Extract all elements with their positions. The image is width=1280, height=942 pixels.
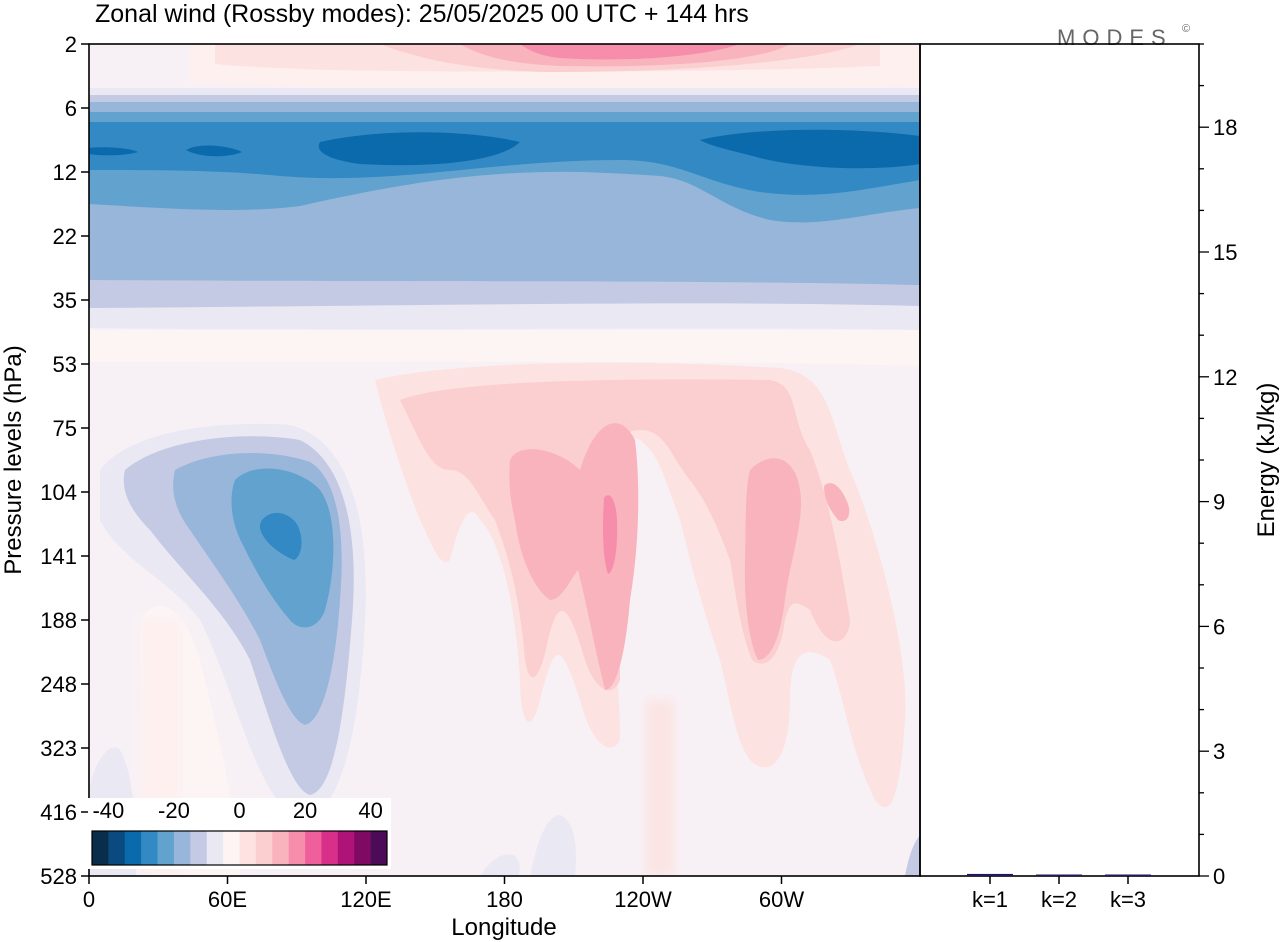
energy-tick-label: 0 xyxy=(1213,864,1225,889)
x-tick-label: 180 xyxy=(486,887,523,912)
colorbar-tick-label: 20 xyxy=(293,798,317,823)
y-tick-label: 12 xyxy=(53,160,77,185)
heatmap-field xyxy=(89,44,920,876)
energy-panel-frame xyxy=(919,43,1200,877)
colorbar-swatch xyxy=(255,831,273,865)
y-tick-label: 188 xyxy=(40,608,77,633)
x-tick-label: 120E xyxy=(340,887,391,912)
logo-mark: © xyxy=(1182,23,1190,35)
x-axis: 0 60E 120E 180 120W 60W xyxy=(83,876,804,912)
colorbar-swatch xyxy=(206,831,224,865)
y-tick-label: 53 xyxy=(53,352,77,377)
colorbar: -40 -20 0 20 40 xyxy=(88,798,391,869)
colorbar-tick-label: -20 xyxy=(158,798,190,823)
colorbar-swatch xyxy=(272,831,289,865)
y-tick-label: 22 xyxy=(53,224,77,249)
colorbar-swatch xyxy=(321,831,339,865)
colorbar-swatch xyxy=(141,831,158,865)
x-tick-label: 0 xyxy=(83,887,95,912)
colorbar-swatch xyxy=(337,831,355,865)
colorbar-swatch xyxy=(288,831,306,865)
energy-tick-label: 15 xyxy=(1213,240,1237,265)
y-tick-label: 416 xyxy=(40,800,77,825)
y-tick-label: 75 xyxy=(53,416,77,441)
colorbar-swatch xyxy=(370,831,388,865)
colorbar-swatch xyxy=(124,831,142,865)
y-tick-label: 528 xyxy=(40,864,77,889)
y-tick-label: 104 xyxy=(40,480,77,505)
colorbar-swatch xyxy=(173,831,191,865)
colorbar-swatch xyxy=(190,831,208,865)
colorbar-swatch xyxy=(239,831,257,865)
energy-tick-label: 18 xyxy=(1213,115,1237,140)
energy-category-label: k=2 xyxy=(1041,887,1077,912)
y-tick-label: 35 xyxy=(53,288,77,313)
colorbar-swatch xyxy=(157,831,175,865)
x-tick-label: 60W xyxy=(759,887,804,912)
y-tick-label: 248 xyxy=(40,672,77,697)
tropospheric-negative-cell xyxy=(100,423,366,820)
energy-tick-label: 9 xyxy=(1213,490,1225,515)
modes-logo: MODES © xyxy=(1057,23,1190,50)
colorbar-frame xyxy=(91,830,388,866)
energy-tick-label: 6 xyxy=(1213,614,1225,639)
energy-bar xyxy=(1105,874,1151,876)
energy-tick-label: 12 xyxy=(1213,365,1237,390)
upper-negative-jet xyxy=(89,88,920,330)
colorbar-swatch xyxy=(108,831,126,865)
energy-bars: k=1 k=2 k=3 xyxy=(967,873,1151,912)
x-tick-label: 120W xyxy=(614,887,672,912)
colorbar-swatch xyxy=(92,831,109,865)
colorbar-tick-label: -40 xyxy=(92,798,124,823)
colorbar-swatch xyxy=(354,831,371,865)
colorbar-tick-label: 40 xyxy=(358,798,382,823)
x-axis-label: Longitude xyxy=(451,914,556,941)
y-tick-label: 6 xyxy=(65,96,77,121)
energy-axis-label: Energy (kJ/kg) xyxy=(1253,383,1280,538)
energy-axis: 0 3 6 9 12 15 18 xyxy=(1199,43,1237,889)
colorbar-swatch xyxy=(305,831,322,865)
y-tick-label: 323 xyxy=(40,736,77,761)
chart-title: Zonal wind (Rossby modes): 25/05/2025 00… xyxy=(95,0,749,28)
energy-category-label: k=3 xyxy=(1110,887,1146,912)
y-axis-label: Pressure levels (hPa) xyxy=(0,345,27,574)
y-tick-label: 2 xyxy=(65,32,77,57)
energy-bar xyxy=(1036,874,1082,876)
y-axis: 2 6 12 22 35 53 75 104 141 188 248 323 416 528 xyxy=(40,32,89,889)
energy-category-label: k=1 xyxy=(972,887,1008,912)
upper-positive-band xyxy=(190,44,920,91)
logo-text: MODES xyxy=(1057,25,1173,50)
colorbar-swatch xyxy=(223,831,240,865)
colorbar-tick-label: 0 xyxy=(233,798,245,823)
energy-tick-label: 3 xyxy=(1213,739,1225,764)
y-tick-label: 141 xyxy=(40,544,77,569)
energy-bar xyxy=(967,873,1013,876)
x-tick-label: 60E xyxy=(208,887,247,912)
